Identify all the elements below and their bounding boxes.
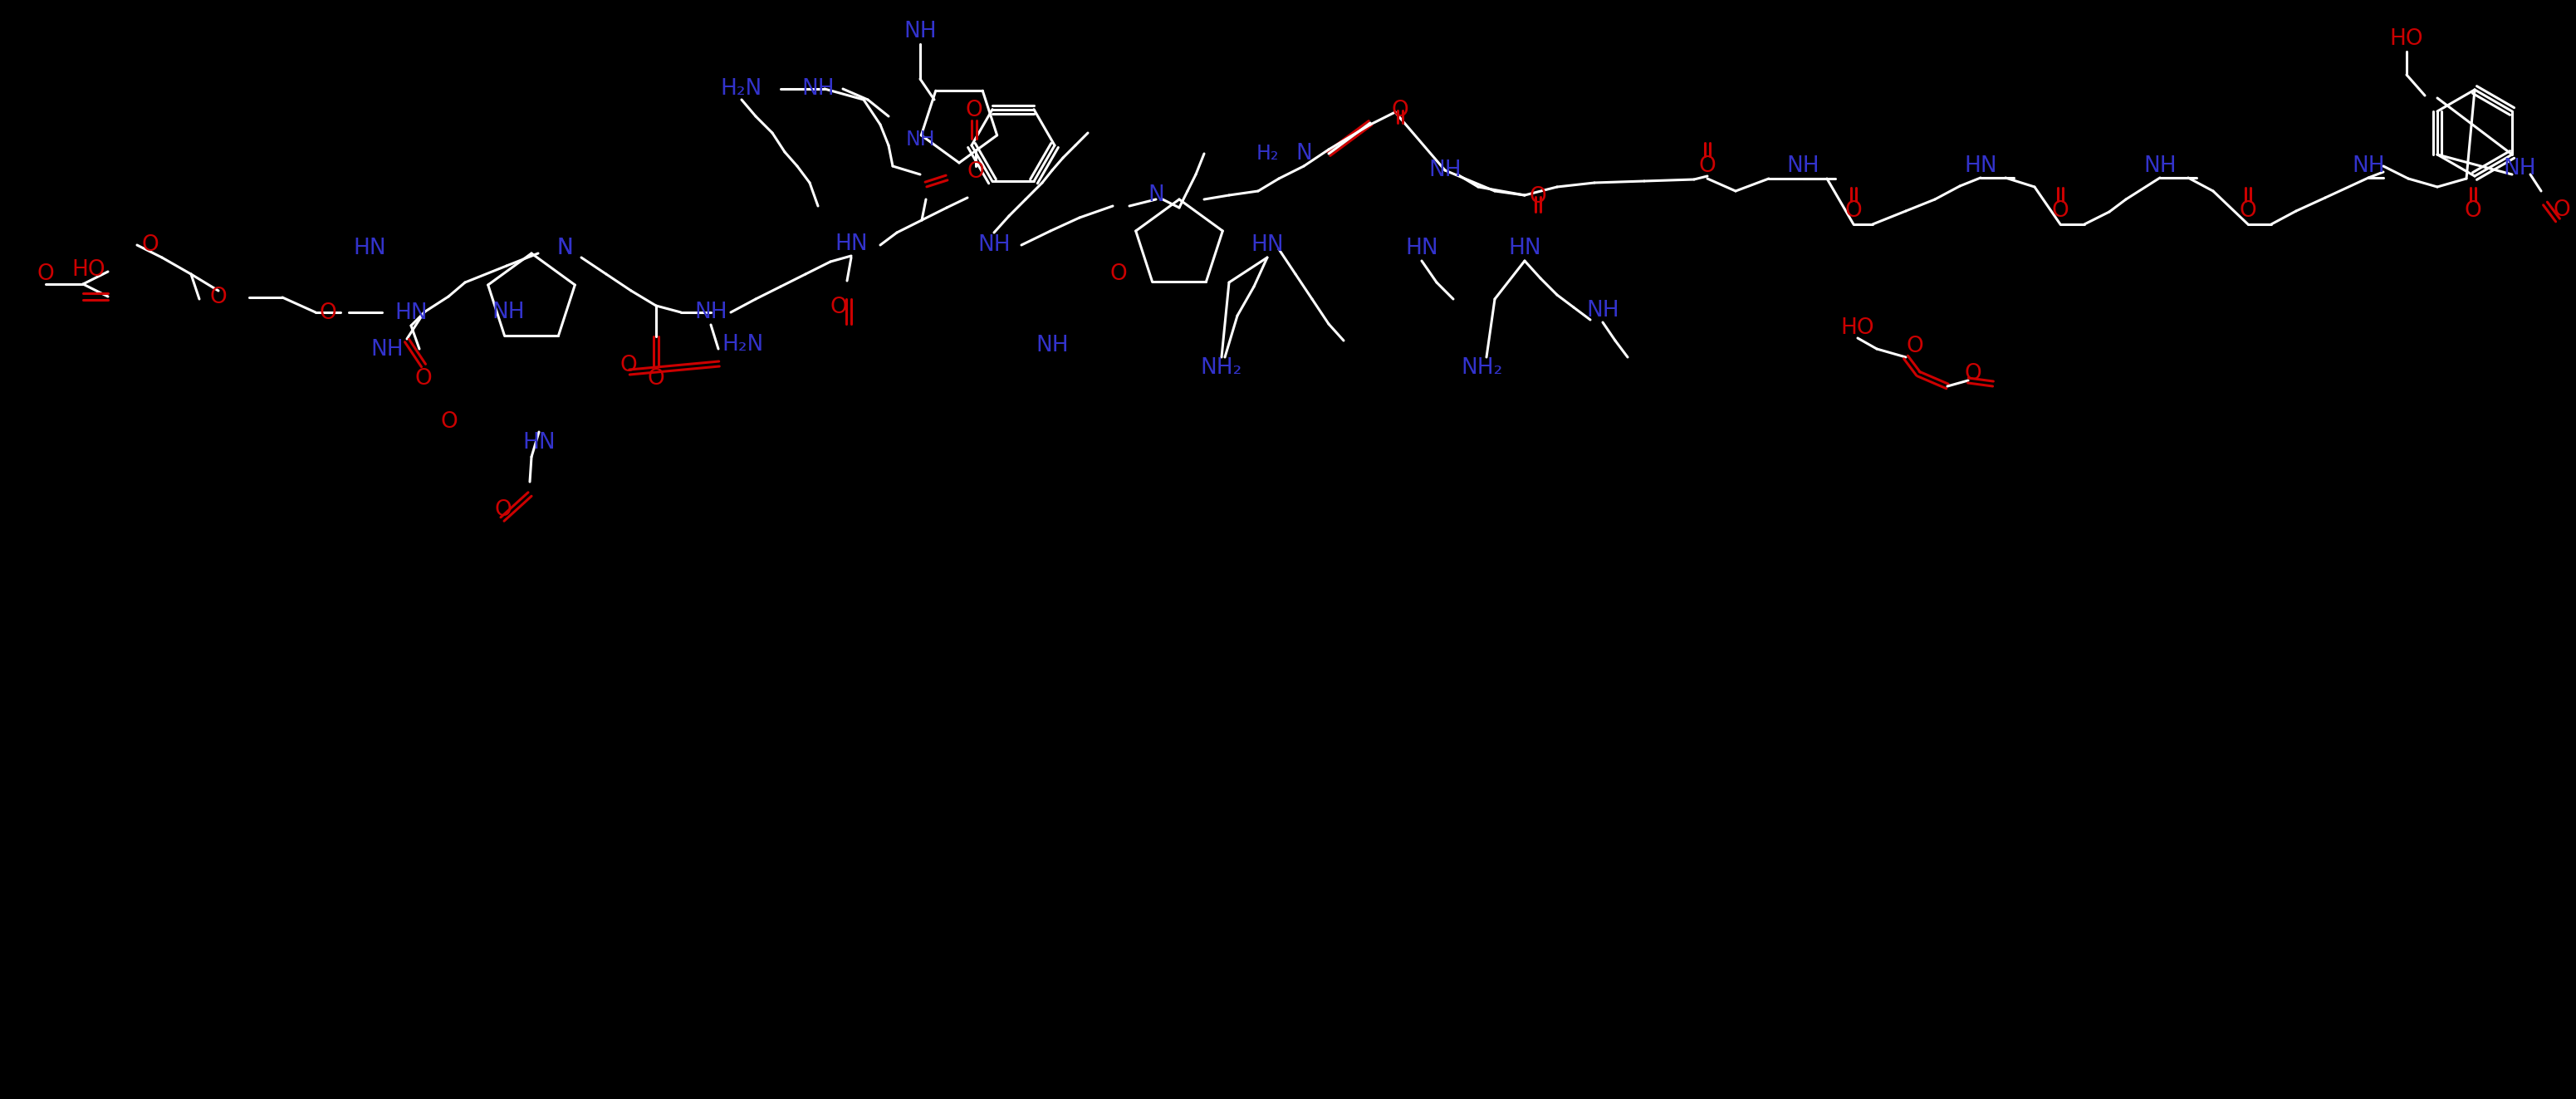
Text: NH: NH — [904, 21, 938, 43]
Text: NH: NH — [492, 301, 526, 323]
Text: O: O — [1530, 186, 1546, 208]
Text: N: N — [556, 237, 572, 259]
Text: HO: HO — [72, 259, 106, 280]
Text: H₂N: H₂N — [721, 334, 765, 356]
Text: NH: NH — [2504, 158, 2535, 179]
Text: O: O — [495, 499, 513, 521]
Text: O: O — [1906, 335, 1924, 357]
Text: NH: NH — [1430, 159, 1461, 181]
Text: NH: NH — [371, 338, 404, 360]
Text: H₂: H₂ — [1257, 144, 1278, 164]
Text: NH₂: NH₂ — [1200, 357, 1242, 379]
Text: NH: NH — [2143, 155, 2177, 177]
Text: O: O — [1698, 155, 1716, 177]
Text: N: N — [1296, 143, 1311, 165]
Text: N: N — [556, 237, 572, 259]
Text: O: O — [966, 100, 981, 121]
Text: O: O — [2050, 200, 2069, 222]
Text: O: O — [1844, 200, 1862, 222]
Text: HN: HN — [1252, 234, 1283, 256]
Text: O: O — [319, 302, 337, 324]
Text: HN: HN — [353, 237, 386, 259]
Text: O: O — [142, 234, 160, 256]
Text: HN: HN — [523, 432, 556, 454]
Text: NH: NH — [976, 234, 1010, 256]
Text: HN: HN — [835, 233, 868, 255]
Text: NH: NH — [1036, 335, 1069, 356]
Text: NH₂: NH₂ — [1461, 357, 1504, 379]
Text: O: O — [2553, 199, 2571, 221]
Text: HN: HN — [1963, 155, 1996, 177]
Text: O: O — [621, 355, 636, 376]
Text: O: O — [209, 287, 227, 308]
Text: O: O — [36, 264, 54, 285]
Text: HN: HN — [394, 302, 428, 324]
Text: HO: HO — [1842, 318, 1875, 338]
Text: HN: HN — [1406, 237, 1437, 259]
Text: O: O — [966, 162, 984, 182]
Text: O: O — [2465, 200, 2481, 222]
Text: NH: NH — [1785, 155, 1819, 177]
Text: NH: NH — [1587, 300, 1620, 322]
Text: O: O — [2239, 200, 2257, 222]
Text: HN: HN — [1507, 237, 1540, 259]
Text: NH: NH — [904, 130, 935, 149]
Text: O: O — [1391, 100, 1409, 121]
Text: H₂N: H₂N — [721, 78, 762, 100]
Text: NH: NH — [2352, 155, 2385, 177]
Text: O: O — [415, 368, 433, 389]
Text: O: O — [647, 368, 665, 389]
Text: N: N — [1149, 185, 1164, 206]
Text: O: O — [1110, 264, 1128, 285]
Text: O: O — [440, 411, 459, 433]
Text: NH: NH — [801, 78, 835, 100]
Text: HO: HO — [2391, 29, 2424, 49]
Text: NH: NH — [696, 301, 726, 323]
Text: O: O — [829, 297, 848, 318]
Text: O: O — [1965, 363, 1981, 385]
